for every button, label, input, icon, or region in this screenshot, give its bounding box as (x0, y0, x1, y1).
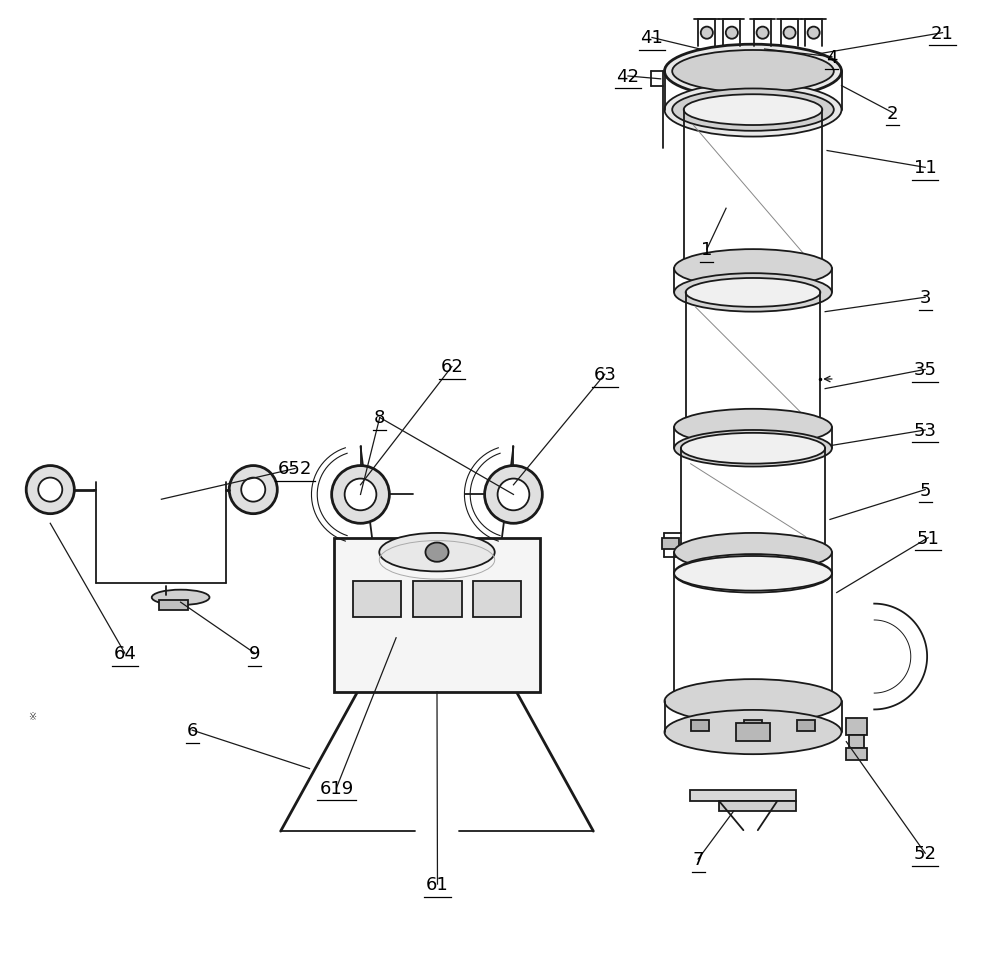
Ellipse shape (784, 28, 796, 39)
Ellipse shape (665, 84, 842, 137)
Ellipse shape (674, 409, 832, 446)
Bar (846, 749, 867, 760)
Ellipse shape (757, 28, 769, 39)
Ellipse shape (665, 45, 842, 99)
Text: 6: 6 (186, 722, 198, 739)
Ellipse shape (672, 89, 834, 132)
Ellipse shape (674, 533, 832, 572)
Text: 1: 1 (701, 241, 713, 259)
Ellipse shape (674, 274, 832, 312)
Text: 41: 41 (641, 30, 663, 47)
Text: 63: 63 (593, 366, 616, 383)
Text: 42: 42 (616, 68, 639, 86)
Bar (159, 601, 188, 610)
Ellipse shape (241, 479, 265, 502)
Ellipse shape (674, 554, 832, 593)
Text: 35: 35 (914, 361, 937, 379)
Text: ※: ※ (29, 711, 37, 721)
Ellipse shape (674, 250, 832, 288)
Bar (413, 581, 462, 618)
Bar (846, 718, 867, 735)
Ellipse shape (684, 95, 822, 126)
Ellipse shape (665, 710, 842, 754)
Text: 3: 3 (919, 289, 931, 307)
Ellipse shape (681, 537, 825, 568)
Text: 652: 652 (278, 460, 312, 478)
Text: 2: 2 (887, 105, 898, 122)
Bar (744, 720, 762, 731)
Ellipse shape (38, 479, 62, 502)
Bar (849, 735, 864, 749)
Bar (662, 538, 679, 550)
Ellipse shape (665, 679, 842, 724)
Ellipse shape (684, 254, 822, 284)
Text: 21: 21 (931, 25, 954, 42)
Text: 62: 62 (440, 358, 463, 376)
Ellipse shape (498, 480, 529, 511)
Bar (334, 538, 540, 692)
Ellipse shape (808, 28, 820, 39)
Bar (691, 720, 709, 731)
Ellipse shape (674, 431, 832, 467)
Bar (473, 581, 521, 618)
Ellipse shape (26, 466, 74, 514)
Ellipse shape (672, 51, 834, 93)
Ellipse shape (686, 279, 820, 308)
Ellipse shape (681, 433, 825, 464)
Text: 52: 52 (914, 845, 937, 862)
Ellipse shape (485, 466, 542, 524)
Text: 8: 8 (374, 409, 385, 427)
Bar (797, 720, 815, 731)
Bar (736, 724, 770, 741)
Text: 4: 4 (826, 49, 838, 66)
Text: 11: 11 (914, 160, 937, 177)
Ellipse shape (332, 466, 389, 524)
Text: 53: 53 (914, 422, 937, 439)
Text: 9: 9 (249, 645, 260, 662)
Text: 61: 61 (426, 875, 449, 893)
Ellipse shape (345, 480, 376, 511)
Text: 5: 5 (919, 481, 931, 499)
Ellipse shape (674, 556, 832, 591)
Bar (719, 801, 796, 811)
Ellipse shape (425, 543, 449, 562)
Ellipse shape (379, 533, 495, 572)
Bar (690, 790, 796, 801)
Ellipse shape (701, 28, 713, 39)
Text: 7: 7 (692, 850, 704, 868)
Text: 619: 619 (319, 779, 354, 797)
Bar (353, 581, 401, 618)
Text: 64: 64 (113, 645, 136, 662)
Ellipse shape (229, 466, 277, 514)
Ellipse shape (674, 684, 832, 719)
Ellipse shape (152, 590, 209, 605)
Text: 51: 51 (917, 530, 940, 547)
Ellipse shape (686, 413, 820, 442)
Ellipse shape (726, 28, 738, 39)
